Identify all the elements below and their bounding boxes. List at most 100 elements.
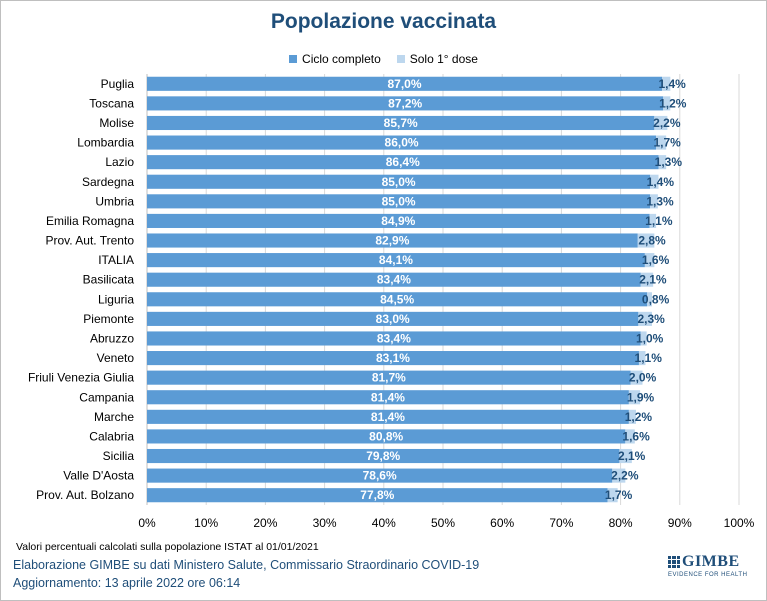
bar-ciclo-completo [147, 213, 650, 228]
category-label: Umbria [95, 194, 134, 208]
category-label: Calabria [89, 429, 134, 443]
bar-ciclo-completo [147, 115, 655, 131]
bar-solo-prima-dose [644, 253, 655, 268]
bar-ciclo-completo [147, 96, 664, 111]
data-label-solo-prima-dose: 1,2% [625, 410, 653, 424]
bar-solo-prima-dose [638, 311, 652, 326]
bar-solo-prima-dose [650, 194, 658, 209]
x-tick-label: 90% [668, 516, 692, 530]
data-label-ciclo-completo: 82,9% [375, 234, 409, 248]
data-label-ciclo-completo: 83,4% [377, 331, 411, 345]
category-label: Friuli Venezia Giulia [28, 371, 134, 385]
category-label: Campania [79, 390, 134, 404]
x-tick-label: 0% [138, 516, 156, 530]
bar-ciclo-completo [147, 292, 648, 307]
data-label-ciclo-completo: 86,4% [386, 155, 420, 169]
x-tick-label: 50% [431, 516, 455, 530]
data-label-solo-prima-dose: 1,1% [635, 351, 663, 365]
chart-legend: Ciclo completo Solo 1° dose [0, 52, 767, 66]
bar-solo-prima-dose [612, 468, 626, 483]
data-label-ciclo-completo: 77,8% [360, 488, 394, 502]
footnote: Valori percentuali calcolati sulla popol… [16, 541, 319, 553]
legend-swatch-primary [289, 55, 298, 63]
x-tick-label: 60% [490, 516, 514, 530]
data-label-ciclo-completo: 78,6% [363, 469, 397, 483]
bar-ciclo-completo [147, 194, 651, 209]
legend-item-ciclo-completo: Ciclo completo [289, 52, 381, 66]
category-label: Veneto [97, 351, 135, 365]
category-label: Marche [94, 410, 134, 424]
bar-ciclo-completo [147, 390, 629, 405]
bar-solo-prima-dose [630, 370, 643, 385]
source-note: Elaborazione GIMBE su dati Ministero Sal… [13, 558, 480, 572]
category-label: Lombardia [77, 136, 134, 150]
bar-ciclo-completo [147, 429, 626, 444]
bar-ciclo-completo [147, 448, 620, 464]
bar-solo-prima-dose [637, 233, 655, 248]
bar-ciclo-completo [147, 272, 641, 287]
bar-solo-prima-dose [649, 213, 657, 228]
category-label: Molise [99, 116, 134, 130]
bar-solo-prima-dose [640, 272, 654, 287]
bar-ciclo-completo [147, 135, 657, 150]
logo-text: GIMBE [682, 553, 740, 570]
data-label-solo-prima-dose: 1,6% [622, 429, 650, 443]
data-label-ciclo-completo: 81,4% [371, 390, 405, 404]
data-label-ciclo-completo: 85,0% [382, 175, 416, 189]
data-label-solo-prima-dose: 2,0% [629, 371, 657, 385]
bar-solo-prima-dose [662, 76, 671, 91]
gimbe-logo-icon [668, 556, 680, 568]
bar-ciclo-completo [147, 331, 641, 346]
bar-solo-prima-dose [619, 448, 632, 464]
data-label-solo-prima-dose: 1,4% [659, 77, 687, 91]
category-label: Prov. Aut. Bolzano [36, 488, 134, 502]
update-note: Aggiornamento: 13 aprile 2022 ore 06:14 [13, 576, 241, 590]
x-tick-label: 100% [724, 516, 755, 530]
bar-ciclo-completo [147, 174, 651, 189]
category-label: Abruzzo [90, 331, 134, 345]
bar-solo-prima-dose [640, 331, 647, 346]
data-label-solo-prima-dose: 2,1% [618, 449, 646, 463]
data-label-solo-prima-dose: 1,1% [645, 214, 673, 228]
category-label: Prov. Aut. Trento [46, 234, 135, 248]
category-label: Puglia [101, 77, 135, 91]
x-tick-label: 80% [609, 516, 633, 530]
category-label: Lazio [105, 155, 134, 169]
category-label: Emilia Romagna [46, 214, 134, 228]
bar-ciclo-completo [147, 370, 631, 385]
category-label: Sicilia [103, 449, 135, 463]
x-tick-label: 40% [372, 516, 396, 530]
category-label: Toscana [89, 96, 134, 110]
bar-ciclo-completo [147, 351, 639, 366]
data-label-ciclo-completo: 85,0% [382, 194, 416, 208]
data-label-solo-prima-dose: 2,2% [611, 469, 639, 483]
data-label-ciclo-completo: 81,7% [372, 371, 406, 385]
data-label-solo-prima-dose: 1,7% [653, 136, 681, 150]
category-label: Piemonte [83, 312, 134, 326]
data-label-solo-prima-dose: 1,9% [627, 390, 655, 404]
bar-solo-prima-dose [654, 115, 668, 131]
category-label: ITALIA [98, 253, 134, 267]
logo-tagline: EVIDENCE FOR HEALTH [668, 572, 748, 578]
data-label-ciclo-completo: 87,2% [388, 96, 422, 110]
bar-chart: 0% 10% 20% 30% 40% 50% 60% 70% 80% 90% 100% Puglia 8… [28, 74, 755, 530]
bar-solo-prima-dose [625, 429, 635, 444]
x-tick-label: 30% [313, 516, 337, 530]
data-label-solo-prima-dose: 0,8% [642, 292, 670, 306]
data-label-ciclo-completo: 83,4% [377, 273, 411, 287]
bar-solo-prima-dose [628, 390, 641, 405]
x-tick-label: 20% [253, 516, 277, 530]
legend-label-secondary: Solo 1° dose [409, 52, 478, 66]
bar-ciclo-completo [147, 311, 639, 326]
data-label-solo-prima-dose: 1,7% [605, 488, 633, 502]
chart-title: Popolazione vaccinata [270, 10, 497, 33]
data-label-solo-prima-dose: 2,2% [653, 116, 681, 130]
data-label-ciclo-completo: 80,8% [369, 429, 403, 443]
data-label-ciclo-completo: 86,0% [385, 136, 419, 150]
data-label-ciclo-completo: 83,1% [376, 351, 410, 365]
data-label-solo-prima-dose: 2,3% [637, 312, 665, 326]
bar-solo-prima-dose [647, 292, 652, 307]
data-label-ciclo-completo: 84,9% [381, 214, 415, 228]
data-label-ciclo-completo: 87,0% [388, 77, 422, 91]
x-tick-label: 70% [549, 516, 573, 530]
